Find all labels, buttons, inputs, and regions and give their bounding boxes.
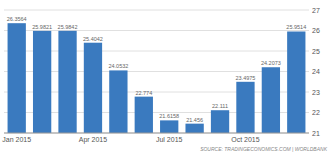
data-labels: 26.3564 25.9821 25.9842 25.4042 24.0532 22.77… [7, 16, 306, 122]
bar [84, 43, 102, 133]
bar [262, 67, 280, 133]
data-label: 26.3564 [7, 16, 27, 22]
x-tick-label: Jul 2015 [156, 136, 183, 143]
data-label: 24.0532 [108, 63, 128, 69]
x-tick-label: Apr 2015 [79, 136, 108, 144]
data-label: 25.9842 [58, 24, 78, 30]
grid-line [4, 10, 309, 11]
y-tick-label: 26 [312, 27, 320, 34]
bar [185, 124, 203, 133]
data-label: 22.774 [135, 90, 152, 96]
data-label: 25.4042 [83, 36, 103, 42]
annotation: SOURCE: TRADINGECONOMICS.COM | WORLDBANK [200, 146, 328, 152]
data-label: 25.9514 [286, 24, 306, 30]
x-tick-label: Oct 2015 [231, 136, 260, 143]
y-tick-label: 24 [312, 68, 320, 75]
bar [160, 120, 178, 133]
data-label: 22.111 [212, 103, 228, 109]
data-label: 24.2073 [261, 60, 281, 66]
chart: 26.3564 25.9821 25.9842 25.4042 24.0532 22.77… [0, 0, 329, 153]
grid-line [4, 30, 309, 31]
x-tick-label: Jan 2015 [2, 136, 31, 143]
bar [135, 97, 153, 133]
bar [58, 31, 76, 133]
bar [211, 110, 229, 133]
bar [8, 23, 26, 133]
data-label: 21.6158 [159, 113, 179, 119]
bar [109, 70, 127, 133]
y-tick-label: 25 [312, 48, 320, 55]
grid [4, 10, 309, 133]
data-label: 21.456 [186, 117, 203, 123]
data-label: 25.9821 [32, 24, 52, 30]
bars [8, 23, 306, 133]
y-tick-label: 21 [312, 130, 320, 137]
bar [236, 82, 254, 133]
y-tick-label: 27 [312, 7, 320, 14]
bar [287, 31, 305, 133]
bar [33, 31, 51, 133]
y-axis: 21 22 23 24 25 26 27 [312, 7, 320, 137]
grid-line [4, 133, 309, 134]
x-axis: Jan 2015 Apr 2015 Jul 2015 Oct 2015 [2, 133, 309, 144]
y-tick-label: 23 [312, 89, 320, 96]
x-axis-line [4, 133, 309, 134]
data-label: 23.4975 [236, 75, 256, 81]
y-tick-label: 22 [312, 109, 320, 116]
